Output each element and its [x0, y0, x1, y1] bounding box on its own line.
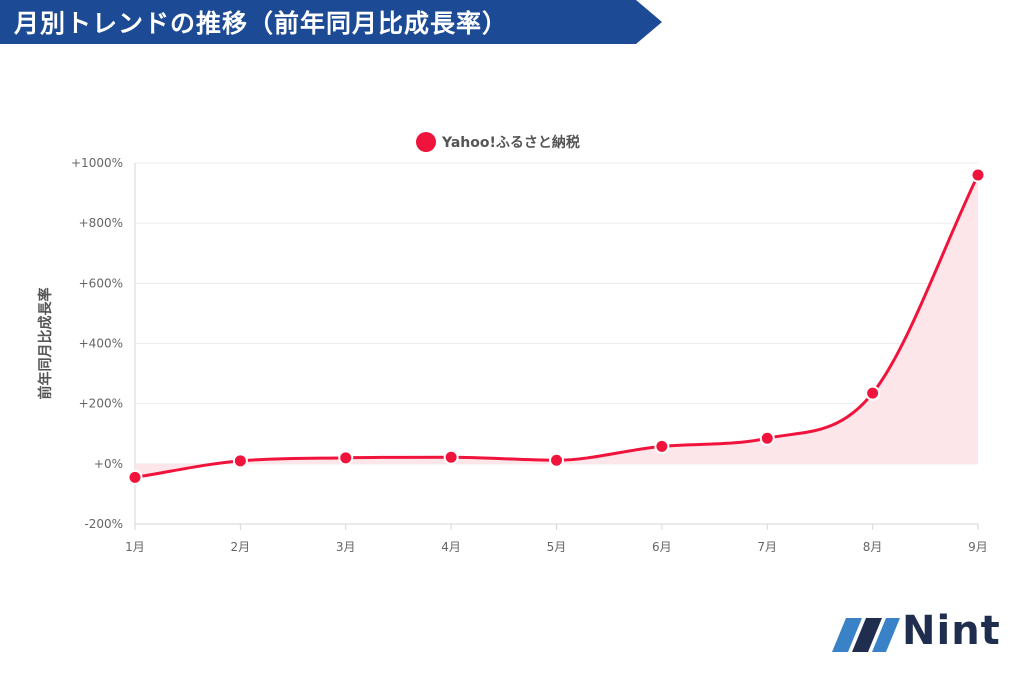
y-tick-label: +0%: [94, 457, 123, 471]
x-tick-label: 8月: [863, 540, 883, 554]
y-tick-label: +200%: [79, 397, 123, 411]
data-point: [865, 385, 881, 401]
data-point: [549, 452, 564, 468]
title-banner-shape: [0, 0, 662, 44]
x-tick-label: 9月: [968, 540, 988, 554]
y-tick-label: +800%: [79, 216, 123, 230]
x-tick-label: 6月: [652, 540, 672, 554]
y-tick-label: +1000%: [71, 156, 123, 170]
y-tick-label: +400%: [79, 337, 123, 351]
x-tick-label: 4月: [441, 540, 461, 554]
y-tick-label: -200%: [84, 517, 123, 531]
nint-logo-mark-icon: [832, 618, 900, 652]
logo-text: Nint: [902, 608, 1001, 654]
page-title: 月別トレンドの推移（前年同月比成長率）: [14, 9, 509, 38]
x-tick-label: 2月: [231, 540, 251, 554]
nint-logo: Nint: [832, 608, 1002, 658]
data-point: [338, 450, 354, 466]
x-tick-label: 5月: [547, 540, 567, 554]
data-point: [232, 453, 248, 469]
legend-marker: [416, 132, 436, 152]
data-point: [970, 167, 986, 183]
title-banner: 月別トレンドの推移（前年同月比成長率）: [0, 0, 662, 44]
data-point: [654, 438, 670, 454]
y-tick-label: +600%: [79, 276, 123, 290]
y-axis-title: 前年同月比成長率: [37, 288, 54, 400]
x-tick-label: 7月: [757, 540, 777, 554]
legend-label: Yahoo!ふるさと納税: [441, 134, 580, 151]
data-point: [127, 469, 143, 485]
x-tick-label: 3月: [336, 540, 356, 554]
x-tick-label: 1月: [125, 540, 145, 554]
data-point: [759, 430, 775, 446]
data-point: [443, 449, 459, 465]
series-area-fill: [135, 175, 978, 478]
